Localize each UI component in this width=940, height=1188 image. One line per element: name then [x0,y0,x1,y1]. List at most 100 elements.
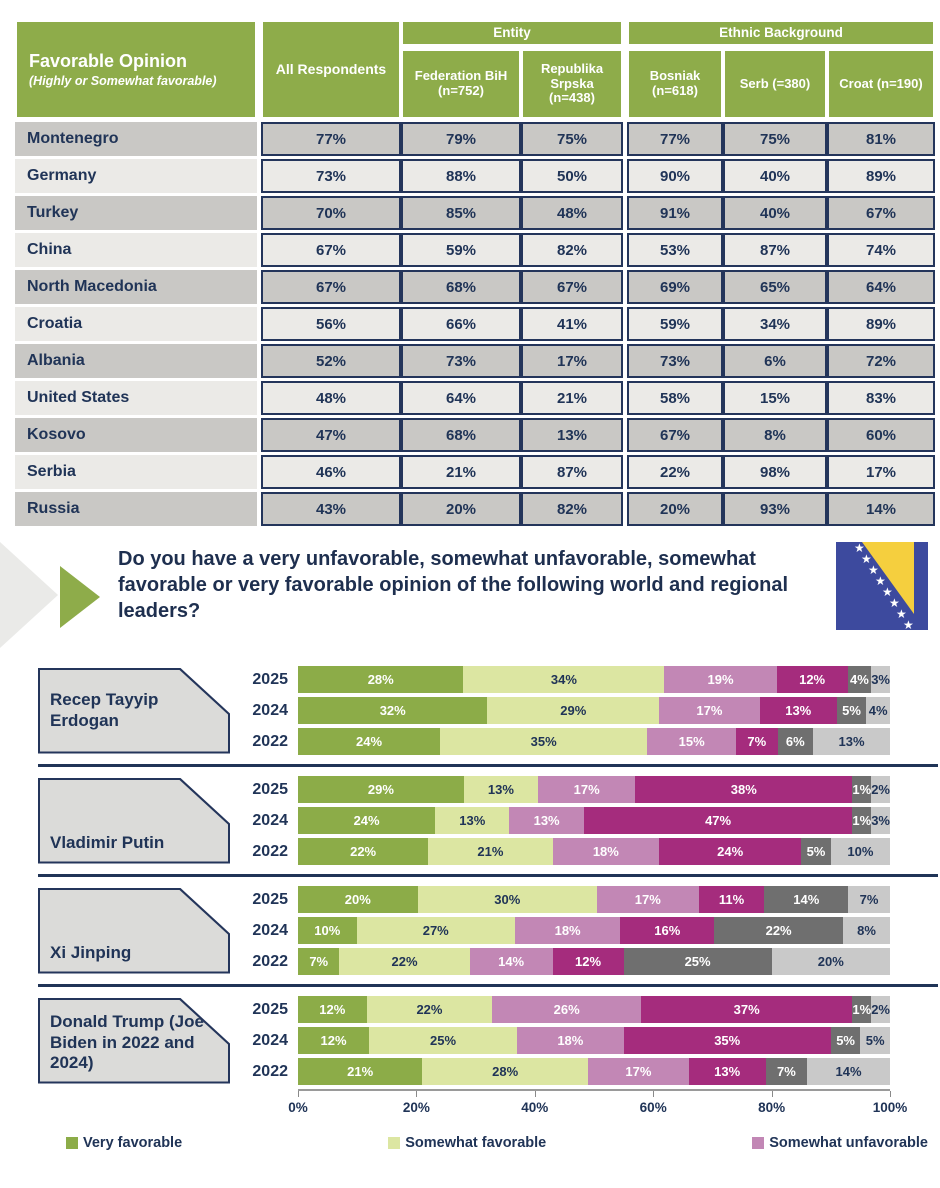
country-label: United States [15,381,257,415]
bar-segment: 22% [298,838,429,865]
svg-text:★: ★ [875,574,886,588]
bar-segment: 14% [807,1058,890,1085]
legend-label: Somewhat unfavorable [769,1135,928,1151]
value-cell: 48% [521,196,623,230]
value-cell: 15% [723,381,827,415]
bar-segment: 12% [552,948,624,975]
value-cell: 14% [827,492,935,526]
year-label: 2025 [252,780,288,798]
bar-segment: 6% [777,728,814,755]
bar-row: 2024 12% 25% 18% 35% 5% 5% [230,1027,940,1054]
bar-segment: 13% [435,807,510,834]
bar-segment: 7% [736,728,778,755]
value-cell: 87% [723,233,827,267]
column-header-bosniak: Bosniak (n=618) [627,49,723,119]
axis-tick [416,1091,418,1097]
year-label: 2022 [252,842,288,860]
axis-tick [653,1091,655,1097]
bar-segment: 21% [428,838,553,865]
group-separator [38,764,938,767]
bar-segment: 25% [369,1027,518,1054]
bar-segment: 17% [596,886,699,913]
bar-segment: 16% [620,917,715,944]
svg-text:★: ★ [903,618,914,630]
value-cell: 34% [723,307,827,341]
stacked-bar: 12% 25% 18% 35% 5% 5% [298,1027,890,1054]
country-label: Serbia [15,455,257,489]
axis-tick-label: 80% [758,1100,786,1115]
value-cell: 75% [723,122,827,156]
svg-text:★: ★ [854,542,865,555]
stacked-bar: 20% 30% 17% 11% 14% 7% [298,886,890,913]
leader-box: Vladimir Putin [38,778,230,864]
legend-swatch-icon [388,1137,401,1149]
stacked-bar: 24% 13% 13% 47% 1% 3% [298,807,890,834]
value-cell: 77% [261,122,401,156]
value-cell: 90% [627,159,723,193]
leader-box: Donald Trump (Joe Biden in 2022 and 2024… [38,998,230,1084]
country-label: Russia [15,492,257,526]
bar-segment: 1% [852,807,872,834]
value-cell: 43% [261,492,401,526]
bar-segment: 32% [298,697,488,724]
value-cell: 67% [261,233,401,267]
value-cell: 81% [827,122,935,156]
value-cell: 20% [401,492,521,526]
year-label: 2025 [252,1000,288,1018]
leaders-chart: Recep Tayyip Erdogan 2025 28% 34% 19% 12% 4% 3%… [0,662,940,1089]
bar-segment: 10% [298,917,357,944]
stacked-bar: 22% 21% 18% 24% 5% 10% [298,838,890,865]
axis-tick [890,1091,891,1097]
value-cell: 66% [401,307,521,341]
bar-segment: 22% [339,948,470,975]
bar-segment: 13% [509,807,584,834]
year-label: 2024 [252,921,288,939]
stacked-bar: 24% 35% 15% 7% 6% 13% [298,728,890,755]
bar-segment: 18% [517,1027,624,1054]
svg-text:★: ★ [861,552,872,566]
bar-segment: 24% [298,728,441,755]
country-label: Germany [15,159,257,193]
bar-segment: 20% [771,948,890,975]
legend-item: Somewhat unfavorable [752,1135,928,1151]
column-group-ethnic-background: Ethnic Background [627,20,935,46]
legend-swatch-icon [66,1137,78,1149]
bars-cell: 2025 28% 34% 19% 12% 4% 3% 2024 32% 29% 17% 13% 5% 4%… [230,662,940,759]
leader-name: Recep Tayyip Erdogan [40,670,228,752]
leader-label-cell: Vladimir Putin [0,778,230,864]
value-cell: 64% [401,381,521,415]
bar-segment: 8% [843,917,890,944]
leader-label-cell: Xi Jinping [0,888,230,974]
bar-segment: 7% [848,886,890,913]
bar-segment: 4% [847,666,872,693]
value-cell: 82% [521,492,623,526]
bar-segment: 2% [871,776,890,803]
stacked-bar: 12% 22% 26% 37% 1% 2% [298,996,890,1023]
bar-row: 2024 24% 13% 13% 47% 1% 3% [230,807,940,834]
value-cell: 40% [723,196,827,230]
leader-label-cell: Donald Trump (Joe Biden in 2022 and 2024… [0,998,230,1084]
value-cell: 56% [261,307,401,341]
leader-name: Donald Trump (Joe Biden in 2022 and 2024… [40,1000,228,1082]
question-banner: Do you have a very unfavorable, somewhat… [0,540,940,658]
country-label: Turkey [15,196,257,230]
bar-row: 2022 22% 21% 18% 24% 5% 10% [230,838,940,865]
value-cell: 21% [521,381,623,415]
value-cell: 67% [521,270,623,304]
green-arrow-icon [60,566,100,628]
bar-segment: 7% [765,1058,808,1085]
country-label: Montenegro [15,122,257,156]
bar-segment: 1% [852,996,872,1023]
bars-cell: 2025 20% 30% 17% 11% 14% 7% 2024 10% 27% 18% 16% 22%… [230,882,940,979]
bar-segment: 17% [659,697,760,724]
bar-row: 2025 12% 22% 26% 37% 1% 2% [230,996,940,1023]
bar-segment: 29% [298,776,464,803]
chart-legend: Very favorable Somewhat favorable Somewhat… [66,1135,928,1151]
bar-segment: 4% [866,697,890,724]
value-cell: 8% [723,418,827,452]
bar-segment: 22% [366,996,493,1023]
leader-group: Vladimir Putin 2025 29% 13% 17% 38% 1% 2% 2024 24… [0,772,940,869]
value-cell: 52% [261,344,401,378]
bar-segment: 24% [298,807,436,834]
bar-segment: 26% [492,996,641,1023]
